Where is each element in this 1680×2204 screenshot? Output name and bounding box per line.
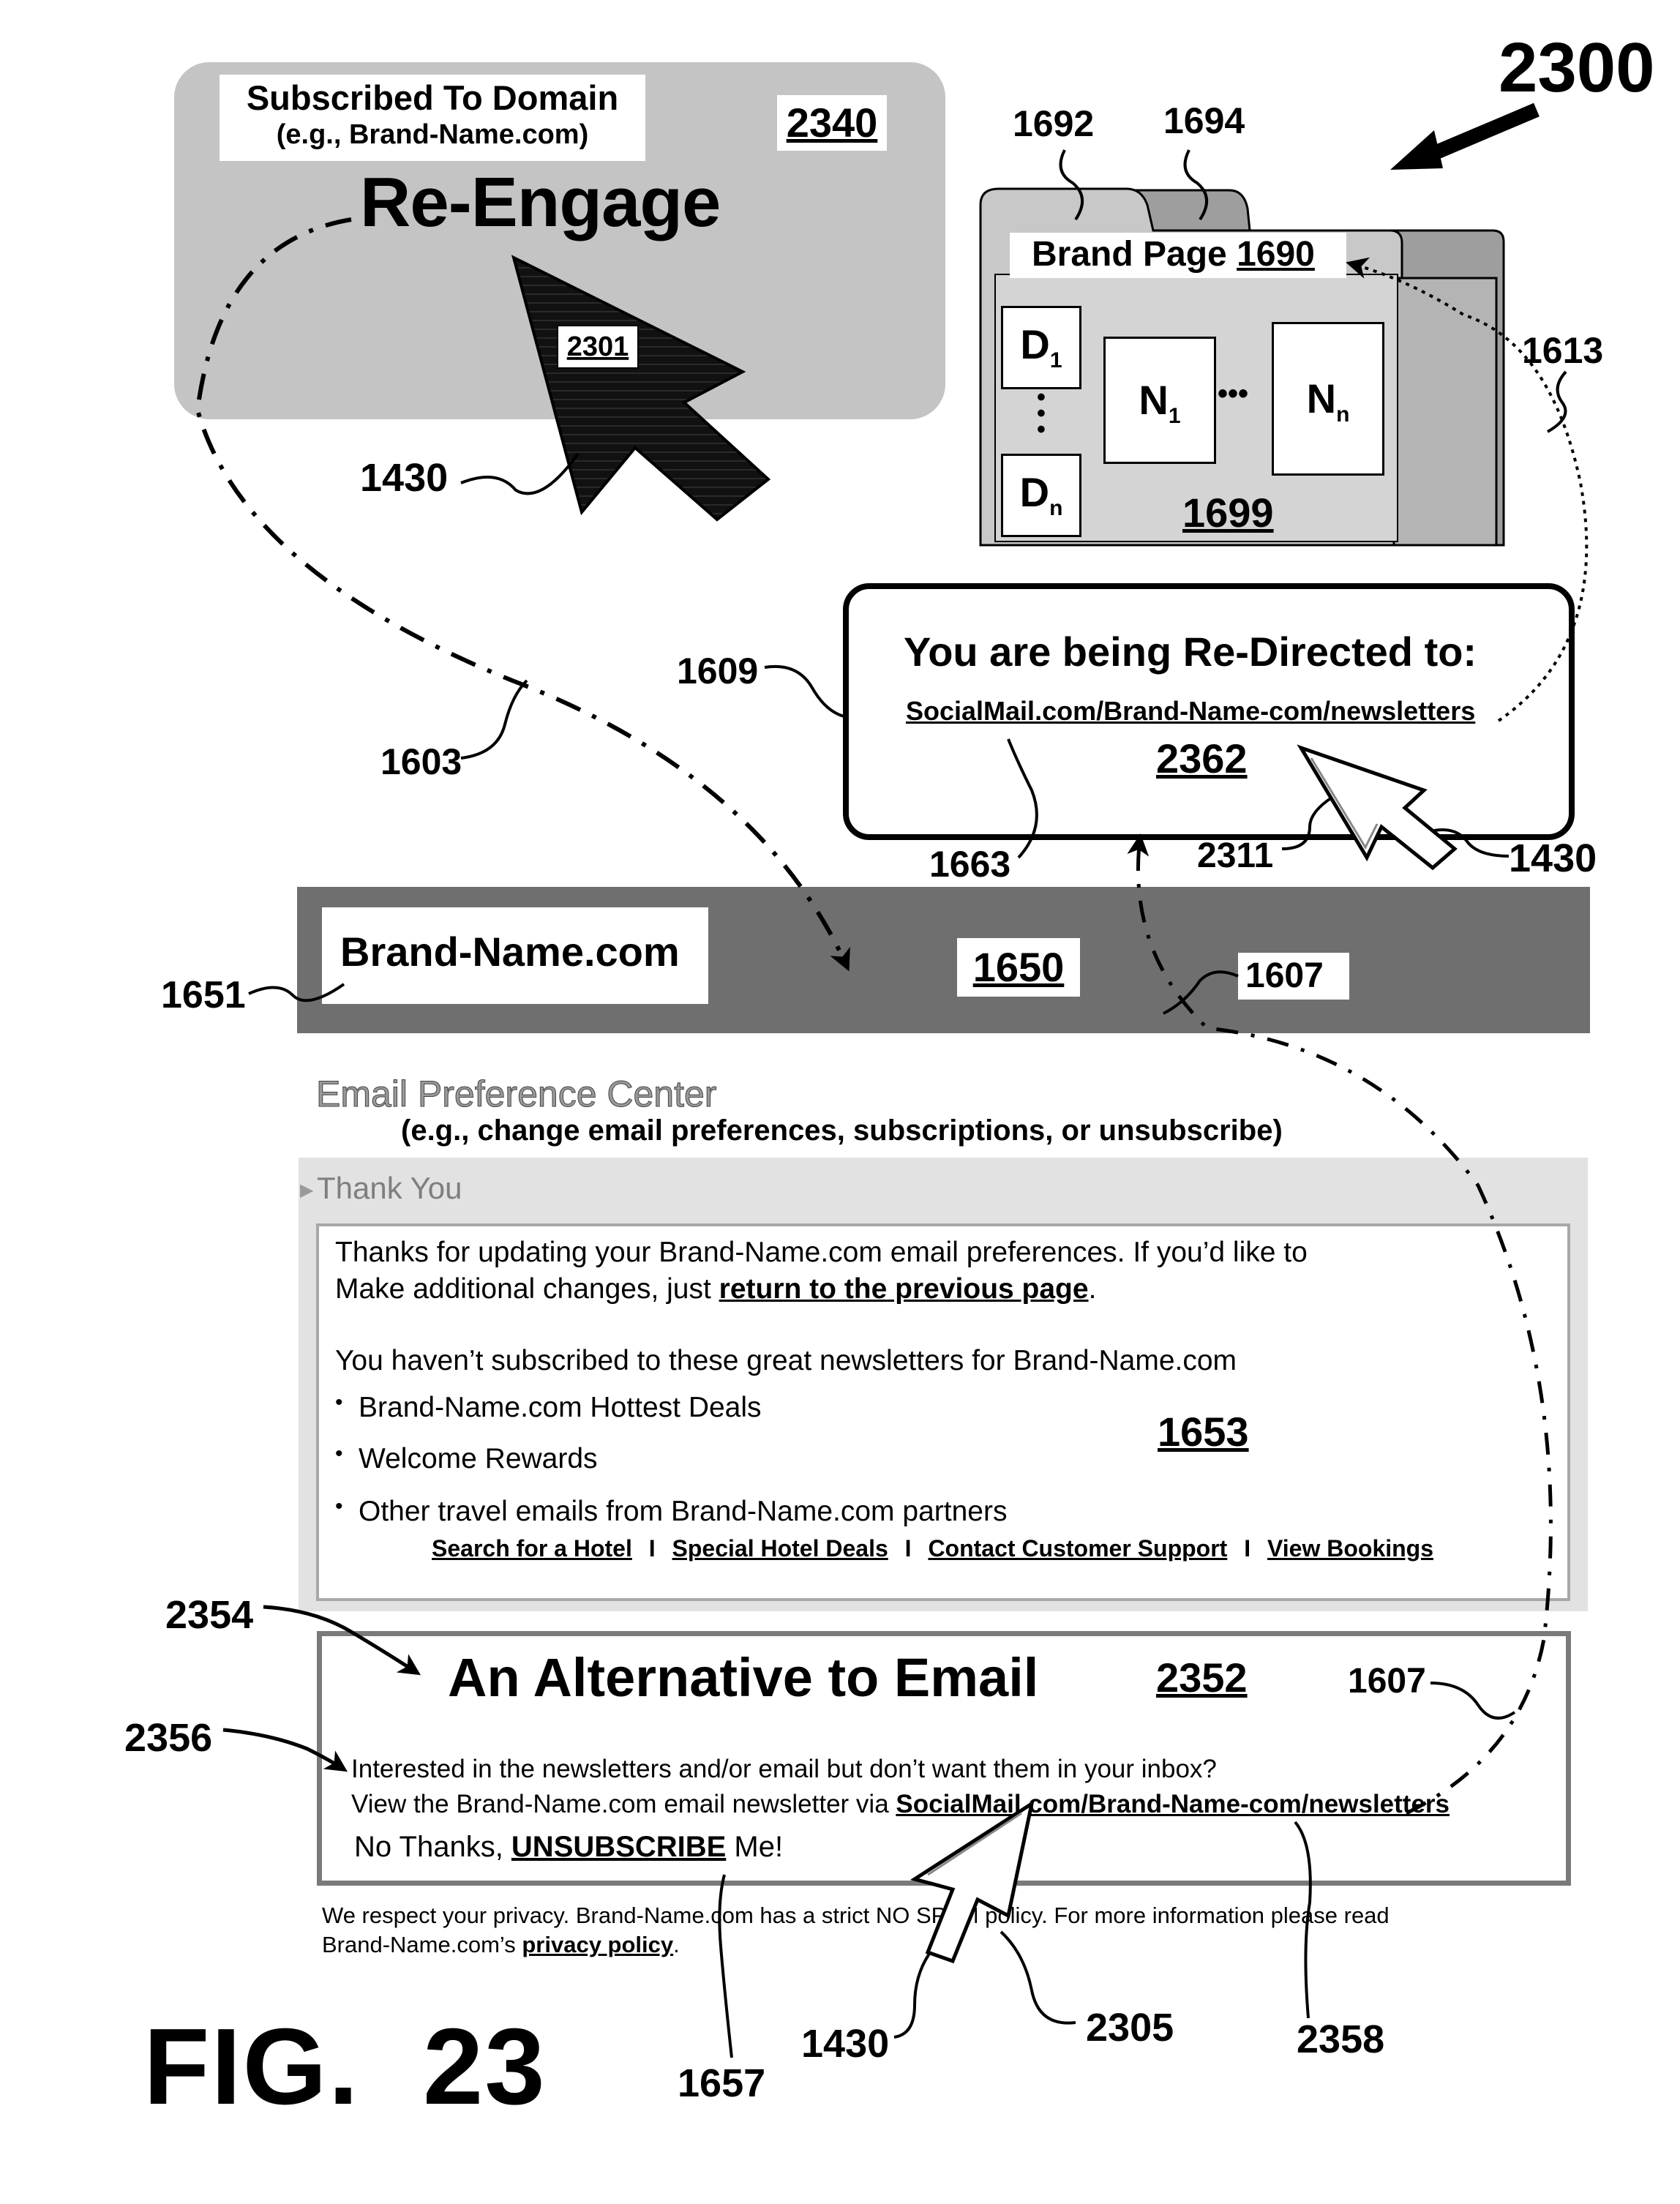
callout-1603: 1603 [380, 741, 462, 783]
callout-1613: 1613 [1522, 329, 1603, 372]
nav-contact-support[interactable]: Contact Customer Support [928, 1535, 1227, 1562]
dn-label: D [1020, 469, 1049, 515]
newsletter-item[interactable]: Brand-Name.com Hottest Deals [359, 1392, 762, 1424]
thank-you-label: Thank You [317, 1171, 462, 1206]
callout-2305: 2305 [1086, 2005, 1174, 2050]
alternative-line-2-text: View the Brand-Name.com email newsletter… [351, 1790, 896, 1818]
bullet-icon: • [335, 1442, 343, 1466]
callout-1657: 1657 [678, 2061, 765, 2106]
n1-label: N [1139, 377, 1168, 423]
redirect-link[interactable]: SocialMail.com/Brand-Name-com/newsletter… [906, 696, 1475, 727]
email-preference-title: Email Preference Center [316, 1073, 716, 1115]
callout-2311: 2311 [1197, 836, 1273, 876]
d1-sub: 1 [1050, 348, 1062, 372]
nn-box[interactable]: Nn [1272, 322, 1384, 476]
callout-1430-a: 1430 [360, 455, 448, 501]
subscribed-label: Subscribed To Domain [220, 78, 645, 118]
nav-separator: I [905, 1535, 912, 1562]
redirect-ref: 2362 [1156, 735, 1248, 782]
nav-separator: I [649, 1535, 656, 1562]
nav-search-hotel[interactable]: Search for a Hotel [432, 1535, 632, 1562]
figure-label: FIG. 23 [143, 2005, 547, 2129]
callout-1651: 1651 [161, 973, 246, 1017]
thanks-line-2-text: Make additional changes, just [335, 1273, 719, 1305]
thanks-line-1: Thanks for updating your Brand-Name.com … [335, 1237, 1308, 1269]
brand-page-ref: 1690 [1237, 235, 1315, 274]
privacy-policy-link[interactable]: privacy policy [522, 1932, 673, 1957]
callout-2358: 2358 [1297, 2017, 1384, 2062]
nav-separator: I [1244, 1535, 1250, 1562]
figure-label-text: FIG. [143, 2006, 360, 2127]
return-previous-link[interactable]: return to the previous page [719, 1273, 1089, 1305]
callout-1663: 1663 [929, 843, 1010, 885]
figure-label-number: 23 [423, 2006, 547, 2127]
thanks-line-2-end: . [1089, 1273, 1097, 1305]
brand-content-ref: 1699 [1182, 489, 1274, 536]
privacy-line-2-end: . [673, 1932, 680, 1957]
n-ellipsis: ••• [1218, 378, 1248, 411]
brand-page-title-text: Brand Page [1032, 235, 1237, 274]
callout-2356: 2356 [124, 1715, 212, 1761]
thank-you-arrow-icon: ▶ [300, 1180, 313, 1201]
me-text: Me! [726, 1831, 783, 1863]
nav-view-bookings[interactable]: View Bookings [1267, 1535, 1433, 1562]
thanks-line-2: Make additional changes, just return to … [335, 1273, 1096, 1305]
reengage-title[interactable]: Re-Engage [360, 162, 720, 243]
callout-1692: 1692 [1013, 102, 1094, 145]
callout-1430-b: 1430 [1509, 836, 1597, 881]
newsletter-item[interactable]: Other travel emails from Brand-Name.com … [359, 1496, 1007, 1528]
subscribed-domain-box: Subscribed To Domain (e.g., Brand-Name.c… [220, 75, 645, 161]
nav-links: Search for a Hotel I Special Hotel Deals… [432, 1535, 1433, 1562]
nav-special-deals[interactable]: Special Hotel Deals [672, 1535, 888, 1562]
brand-page-title: Brand Page 1690 [1032, 234, 1315, 274]
callout-2354: 2354 [165, 1592, 253, 1638]
d1-box[interactable]: D1 [1001, 306, 1081, 389]
subscribed-example: (e.g., Brand-Name.com) [220, 119, 645, 151]
alternative-ref: 2352 [1156, 1654, 1248, 1701]
figure-number: 2300 [1499, 28, 1655, 108]
newsletter-item[interactable]: Welcome Rewards [359, 1443, 598, 1475]
nn-label: N [1307, 375, 1336, 421]
callout-1607-a: 1607 [1245, 956, 1324, 996]
d1-label: D [1020, 321, 1049, 367]
brand-name[interactable]: Brand-Name.com [340, 928, 680, 975]
email-preference-subtitle: (e.g., change email preferences, subscri… [401, 1114, 1283, 1147]
socialmail-link[interactable]: SocialMail.com/Brand-Name-com/newsletter… [896, 1790, 1450, 1818]
n1-box[interactable]: N1 [1103, 337, 1216, 464]
redirect-title: You are being Re-Directed to: [904, 628, 1477, 675]
preferences-ref: 1653 [1158, 1408, 1249, 1455]
bullet-icon: • [335, 1494, 343, 1519]
privacy-line-1: We respect your privacy. Brand-Name.com … [322, 1903, 1390, 1929]
figure-arrow-icon [1390, 110, 1537, 170]
not-subscribed-text: You haven’t subscribed to these great ne… [335, 1345, 1237, 1377]
n1-sub: 1 [1169, 404, 1181, 428]
nn-sub: n [1336, 402, 1349, 427]
privacy-line-2-text: Brand-Name.com’s [322, 1932, 522, 1957]
brand-bar-ref: 1650 [957, 938, 1080, 997]
d-ellipsis: ••• [1030, 389, 1052, 438]
alternative-line-3: No Thanks, UNSUBSCRIBE Me! [354, 1831, 783, 1864]
alternative-line-2: View the Brand-Name.com email newsletter… [351, 1790, 1450, 1819]
dn-box[interactable]: Dn [1001, 454, 1081, 537]
callout-1607-b: 1607 [1348, 1661, 1426, 1701]
callout-1609: 1609 [677, 650, 758, 692]
alternative-title: An Alternative to Email [448, 1646, 1038, 1709]
reengage-ref: 2340 [777, 95, 887, 151]
privacy-line-2: Brand-Name.com’s privacy policy. [322, 1932, 680, 1958]
alternative-line-1: Interested in the newsletters and/or ema… [351, 1755, 1217, 1784]
no-thanks-text: No Thanks, [354, 1831, 511, 1863]
dn-sub: n [1049, 496, 1062, 520]
bullet-icon: • [335, 1390, 343, 1415]
callout-1430-c: 1430 [801, 2021, 889, 2066]
callout-1694: 1694 [1163, 100, 1245, 142]
unsubscribe-link[interactable]: UNSUBSCRIBE [511, 1831, 726, 1863]
